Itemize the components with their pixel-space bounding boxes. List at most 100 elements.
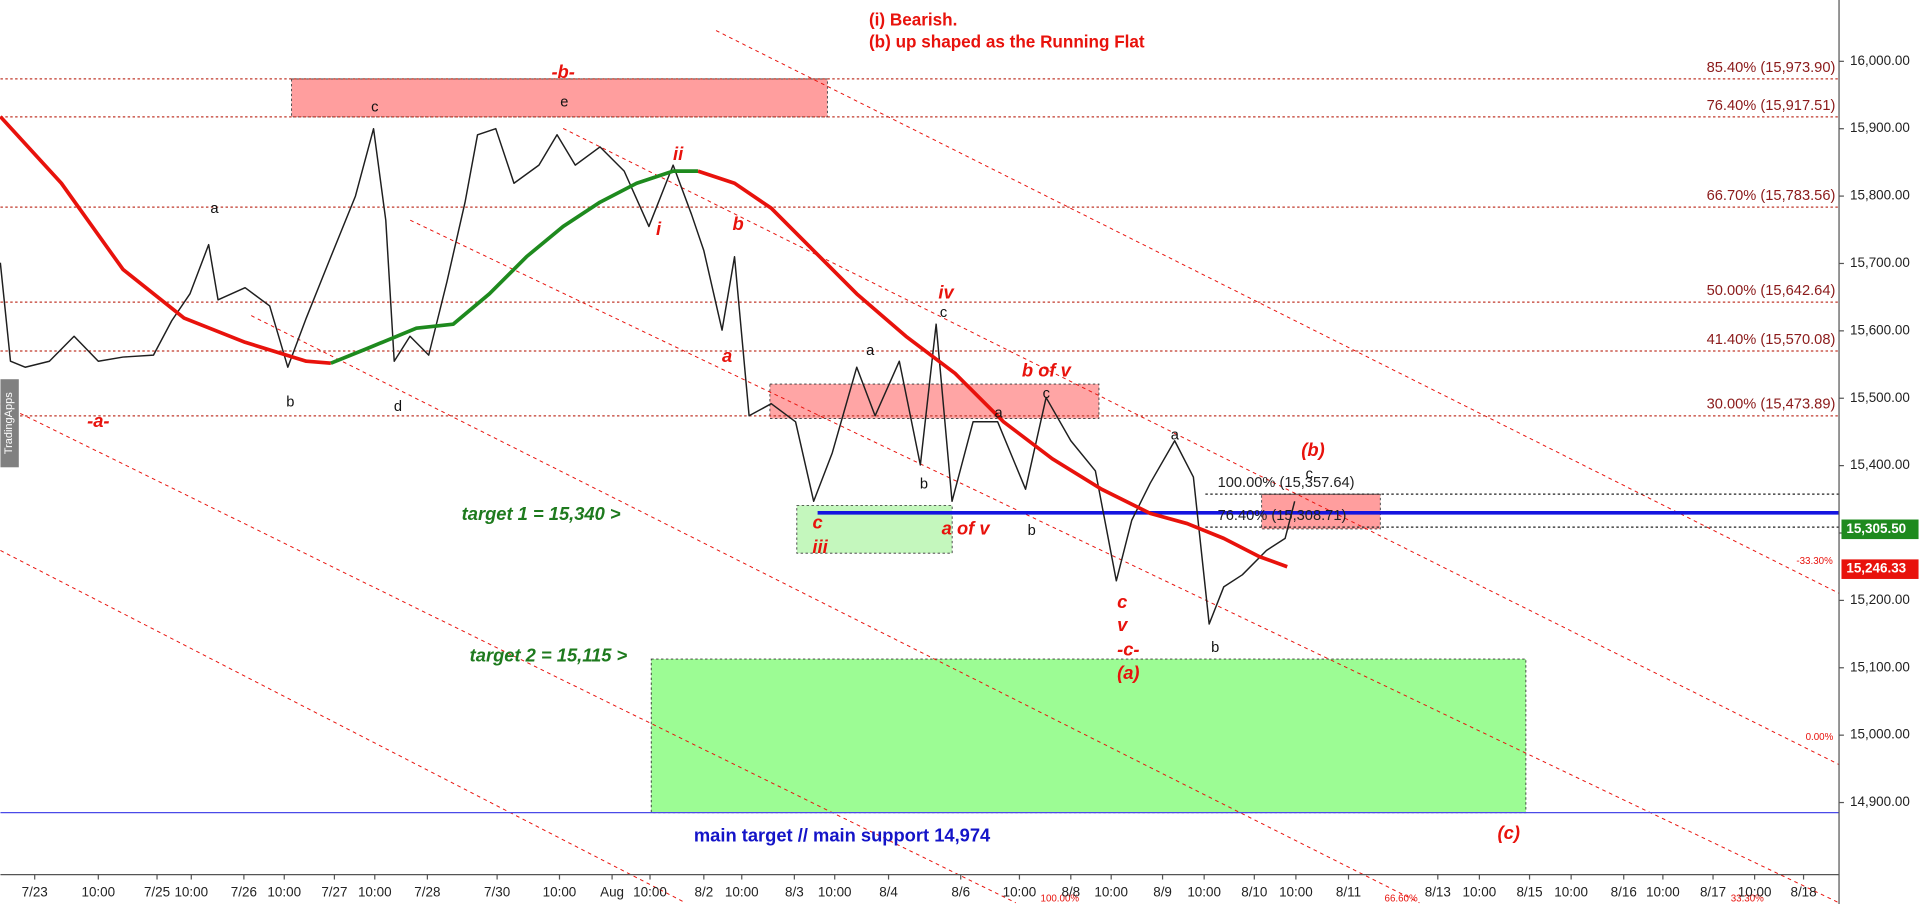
zone: [769, 383, 1100, 419]
x-tick-label: 10:00: [633, 885, 667, 900]
wave-label: b: [1211, 640, 1219, 656]
x-tick-label: 8/18: [1790, 885, 1816, 900]
x-tick-label: 10:00: [1738, 885, 1772, 900]
wave-label: a: [866, 343, 875, 359]
fib-label: 50.00% (15,642.64): [1707, 283, 1836, 299]
wave-label: c: [1043, 386, 1050, 402]
x-tick-label: 8/6: [951, 885, 970, 900]
channel-line: [0, 403, 1016, 904]
channel-line: [251, 315, 1420, 904]
wave-label: ii: [673, 143, 684, 164]
wave-label: b: [286, 394, 294, 410]
channel-label: 0.00%: [1806, 732, 1834, 743]
y-tick-label: 15,800.00: [1850, 188, 1910, 203]
wave-label: target 1 = 15,340 >: [462, 503, 621, 524]
x-tick-label: 8/17: [1700, 885, 1726, 900]
wave-label: a: [1171, 427, 1180, 443]
x-tick-label: 7/30: [484, 885, 510, 900]
x-tick-label: 10:00: [1646, 885, 1680, 900]
y-tick-label: 16,000.00: [1850, 53, 1910, 68]
wave-label: -a-: [87, 410, 109, 431]
x-tick-label: 10:00: [1094, 885, 1128, 900]
wave-label: c: [1117, 591, 1127, 612]
x-tick-label: 10:00: [267, 885, 301, 900]
annotations: -33.30% 0.00% 100.00% 66.60% 33.30% 85.40% (1…: [87, 60, 1835, 904]
wave-label: -c-: [1117, 639, 1139, 660]
x-tick-label: 10:00: [1554, 885, 1588, 900]
y-tick-label: 15,900.00: [1850, 120, 1910, 135]
wave-label: (b): [1301, 439, 1324, 460]
channel-label: 100.00%: [1041, 894, 1080, 904]
y-tick-label: 15,400.00: [1850, 457, 1910, 472]
wave-label: a: [722, 345, 732, 366]
series: [0, 115, 1296, 625]
retracement-label: 76.40% (15,308.71): [1218, 508, 1347, 524]
wave-label: a: [995, 405, 1004, 421]
x-tick-label: 8/11: [1336, 885, 1361, 900]
channel-label: 33.30%: [1731, 894, 1764, 904]
price-tag-label: 15,246.33: [1846, 561, 1906, 576]
wave-label: iii: [812, 536, 828, 557]
wave-label: a of v: [942, 518, 992, 539]
wave-label: target 2 = 15,115 >: [470, 645, 628, 666]
x-tick-label: 10:00: [1003, 885, 1037, 900]
x-tick-label: 8/9: [1153, 885, 1172, 900]
x-tick-label: 8/10: [1241, 885, 1267, 900]
x-tick-label: 8/15: [1516, 885, 1542, 900]
fib-label: 66.70% (15,783.56): [1707, 188, 1836, 204]
moving-average: [330, 169, 698, 365]
x-tick-label: 7/23: [22, 885, 48, 900]
retracement-label: 100.00% (15,357.64): [1218, 475, 1355, 491]
price-tag-label: 15,305.50: [1846, 521, 1906, 536]
price-tag: [1841, 559, 1919, 579]
fib-label: 30.00% (15,473.89): [1707, 397, 1836, 413]
x-tick-label: 10:00: [1279, 885, 1313, 900]
channel-label: 66.60%: [1385, 894, 1418, 904]
x-tick-label: 10:00: [81, 885, 115, 900]
y-tick-label: 15,100.00: [1850, 659, 1910, 674]
wave-label: b of v: [1022, 360, 1073, 381]
fib-label: 85.40% (15,973.90): [1707, 60, 1836, 76]
channel-line: [562, 128, 1840, 765]
x-tick-label: 10:00: [818, 885, 852, 900]
x-tick-label: 8/13: [1425, 885, 1451, 900]
wave-label: iv: [938, 281, 955, 302]
levels: [0, 30, 1840, 904]
watermark: TradingApps: [3, 392, 15, 454]
wave-label: b: [732, 213, 743, 234]
wave-label: a: [210, 201, 219, 217]
zone: [650, 658, 1527, 814]
wave-label: d: [394, 399, 402, 415]
wave-label: (c): [1498, 822, 1520, 843]
note: (i) Bearish.: [869, 10, 957, 29]
zone: [291, 78, 828, 118]
x-tick-label: 10:00: [174, 885, 208, 900]
y-tick-label: 15,600.00: [1850, 322, 1910, 337]
wave-label: c: [940, 305, 947, 321]
wave-label: i: [656, 218, 662, 239]
note: (b) up shaped as the Running Flat: [869, 32, 1145, 51]
wave-label: e: [560, 95, 568, 111]
channel-line: [0, 550, 686, 904]
x-tick-label: 7/27: [321, 885, 347, 900]
x-tick-label: 10:00: [1463, 885, 1497, 900]
wave-label: v: [1117, 614, 1129, 635]
watermark-box: [0, 379, 19, 468]
price-tag: [1841, 519, 1919, 540]
y-tick-label: 15,500.00: [1850, 390, 1910, 405]
wave-label: -b-: [551, 61, 574, 82]
x-tick-label: 8/2: [694, 885, 713, 900]
fib-label: 41.40% (15,570.08): [1707, 332, 1836, 348]
wave-label: c: [1306, 467, 1313, 483]
price-line: [0, 127, 1296, 625]
x-tick-label: Aug: [600, 885, 624, 900]
y-tick-label: 14,900.00: [1850, 794, 1910, 809]
wave-label: (a): [1117, 662, 1139, 683]
x-tick-label: 7/28: [414, 885, 440, 900]
wave-label: b: [1028, 523, 1036, 539]
wave-label: c: [371, 100, 378, 116]
channel-label: -33.30%: [1796, 556, 1833, 567]
y-tick-label: 15,000.00: [1850, 727, 1910, 742]
